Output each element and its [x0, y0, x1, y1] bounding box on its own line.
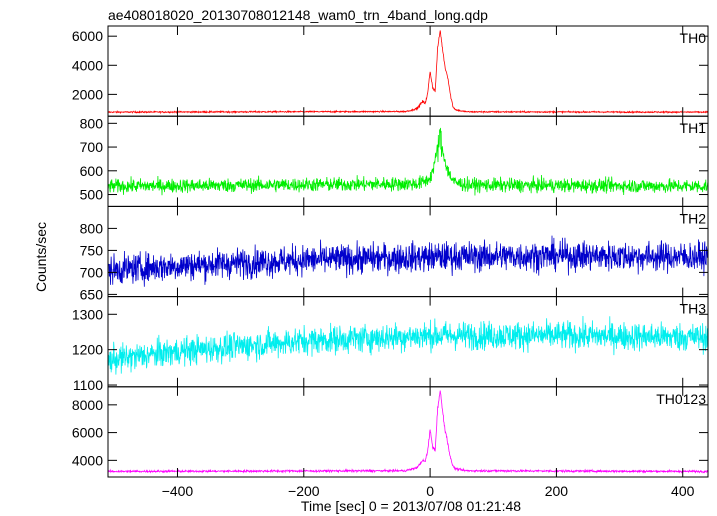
x-tick-labels: −400 −200 0 200 400 — [162, 483, 695, 499]
panel-th1: 500 600 700 800 TH1 — [80, 115, 709, 207]
y-tick-label: 700 — [80, 139, 104, 155]
series-line-th0 — [108, 30, 708, 115]
y-tick-label: 8000 — [72, 397, 103, 413]
panel-label-th3: TH3 — [680, 301, 707, 317]
panel-label-th0123: TH0123 — [656, 391, 706, 407]
panel-label-th1: TH1 — [680, 120, 707, 136]
x-tick-label: 200 — [545, 483, 569, 499]
y-tick-label: 4000 — [72, 57, 103, 73]
panel-th0: 2000 4000 6000 TH0 — [72, 25, 709, 117]
series-line-th0123 — [108, 390, 708, 474]
y-tick-label: 750 — [80, 242, 104, 258]
x-tick-label: 400 — [671, 483, 695, 499]
x-tick-label: −200 — [288, 483, 320, 499]
panel-frame — [107, 25, 709, 117]
x-tick-label: 0 — [426, 483, 434, 499]
y-tick-label: 700 — [80, 264, 104, 280]
chart-title: ae408018020_20130708012148_wam0_trn_4ban… — [108, 7, 488, 23]
panel-frame — [107, 115, 709, 207]
series-line-th2 — [108, 235, 708, 287]
y-tick-label: 800 — [80, 220, 104, 236]
y-tick-label: 1200 — [72, 342, 103, 358]
y-tick-label: 600 — [80, 163, 104, 179]
y-tick-label: 6000 — [72, 28, 103, 44]
y-tick-label: 800 — [80, 115, 104, 131]
panel-label-th2: TH2 — [680, 210, 707, 226]
panel-th3: 1100 1200 1300 TH3 — [72, 296, 709, 393]
panel-label-th0: TH0 — [680, 30, 707, 46]
panels: 2000 4000 6000 TH0 500 600 700 800 TH1 650 700 750 8… — [72, 25, 709, 478]
series-line-th3 — [108, 316, 708, 375]
y-tick-label: 650 — [80, 286, 104, 302]
y-axis-label: Counts/sec — [33, 222, 49, 292]
y-tick-label: 2000 — [72, 86, 103, 102]
y-tick-label: 6000 — [72, 425, 103, 441]
panel-th2: 650 700 750 800 TH2 — [80, 205, 709, 302]
y-tick-label: 4000 — [72, 452, 103, 468]
x-axis-label: Time [sec] 0 = 2013/07/08 01:21:48 — [301, 498, 521, 514]
x-tick-label: −400 — [162, 483, 194, 499]
series-line-th1 — [108, 127, 708, 196]
y-tick-label: 500 — [80, 187, 104, 203]
y-tick-label: 1100 — [73, 377, 103, 393]
panel-frame — [107, 386, 709, 478]
panel-th0123: 4000 6000 8000 TH0123 — [72, 386, 709, 478]
y-tick-label: 1300 — [72, 306, 103, 322]
